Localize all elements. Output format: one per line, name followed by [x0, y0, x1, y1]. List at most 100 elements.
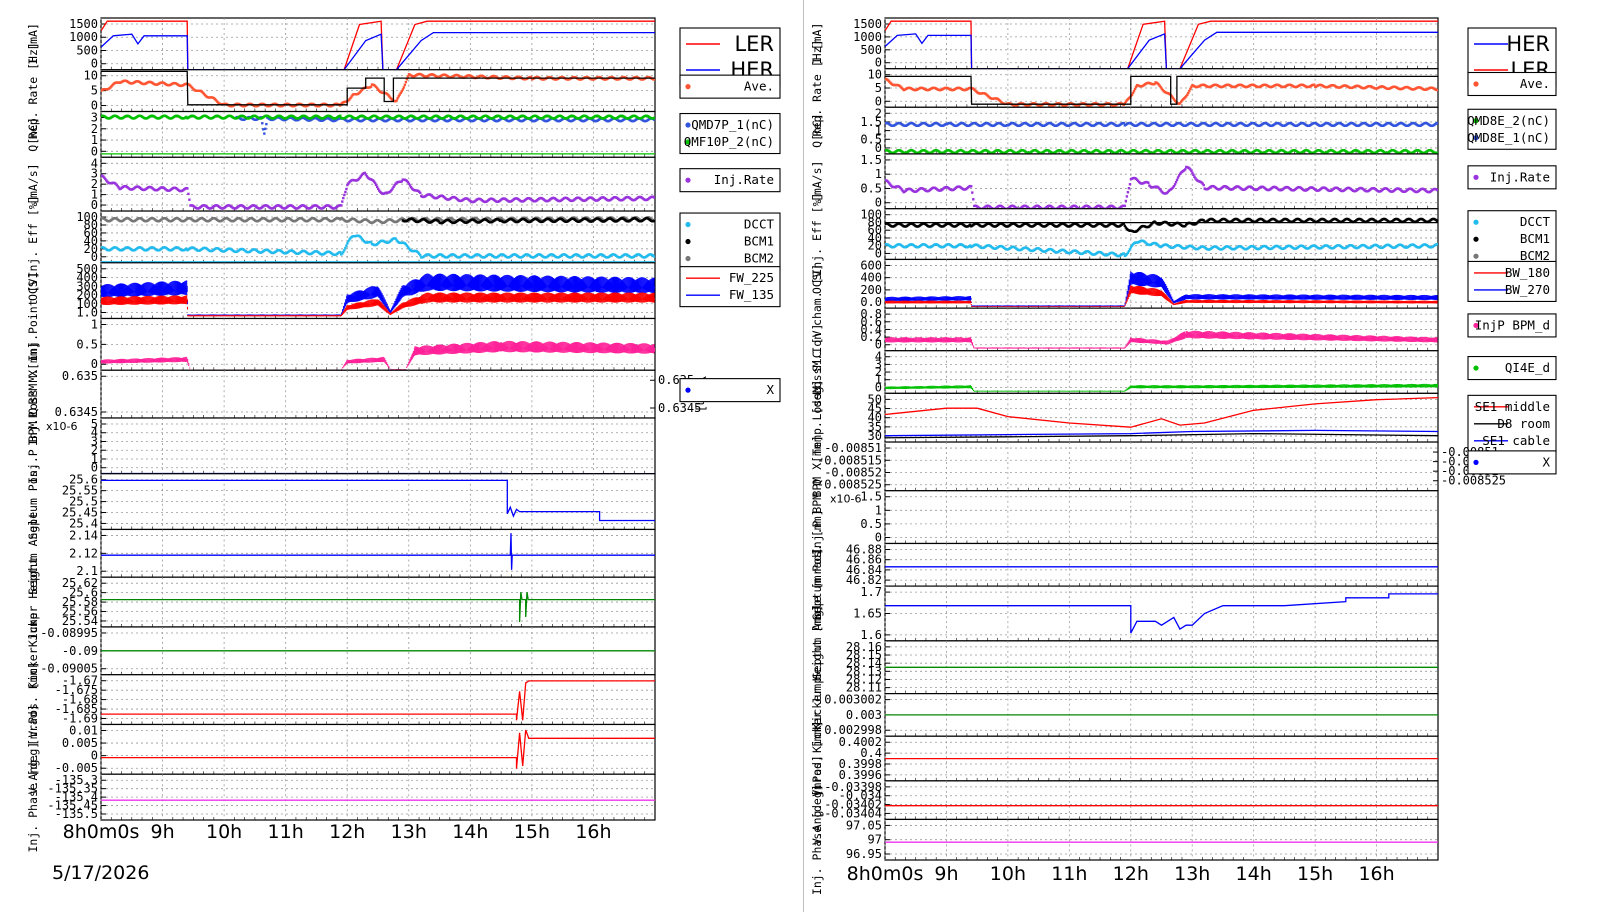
data-point: [202, 92, 205, 95]
y-tick-label: 500: [76, 43, 98, 57]
series-line: [101, 70, 655, 106]
data-point: [387, 94, 390, 97]
data-point: [369, 240, 373, 244]
legend-label: LER: [734, 32, 774, 56]
data-point: [364, 173, 368, 176]
data-point: [377, 88, 380, 91]
data-point: [339, 104, 342, 107]
data-point: [261, 122, 264, 125]
data-point: [404, 243, 408, 246]
y-tick-label: 20: [84, 242, 98, 256]
legend-box: [679, 212, 781, 271]
y-tick-label: 1.0: [76, 306, 98, 320]
y-tick-label: 1: [91, 133, 98, 147]
series-layer: [101, 114, 655, 155]
legend: Inj.Rate: [679, 168, 781, 193]
legend: DCCT BCM1 BCM2: [679, 212, 781, 271]
y-tick-label: 300: [76, 279, 98, 293]
data-point: [347, 240, 350, 243]
legend-swatch: [685, 122, 691, 128]
y-tick-label: 1000: [69, 30, 98, 44]
series-layer: [101, 70, 655, 108]
y-tick-label: 400: [76, 271, 98, 285]
legend-swatch: [685, 139, 691, 145]
data-point: [396, 97, 399, 100]
data-point: [104, 177, 107, 181]
data-point: [374, 85, 378, 89]
data-point: [417, 251, 420, 254]
legend-label: Ave.: [744, 79, 774, 94]
data-point: [389, 96, 392, 100]
y-tick-label: 2: [91, 122, 98, 136]
data-point: [342, 196, 345, 200]
data-point: [375, 185, 379, 189]
data-point: [398, 93, 401, 96]
data-point: [348, 238, 351, 241]
y-tick-label: 40: [84, 234, 98, 248]
data-point: [262, 128, 265, 131]
legend-label: QMD7P_1(nC): [691, 117, 774, 132]
data-point: [529, 75, 533, 79]
series-layer: [101, 273, 655, 317]
data-point: [419, 254, 422, 257]
data-point: [105, 179, 108, 182]
data-point: [339, 114, 342, 117]
legend-box: [679, 168, 781, 193]
data-point: [103, 176, 106, 179]
data-point: [340, 204, 343, 207]
data-point: [392, 185, 395, 189]
data-point: [652, 255, 655, 258]
data-point: [117, 186, 120, 189]
y-axis-label: Rep. Rate [Hz]: [26, 42, 40, 139]
data-point: [373, 181, 377, 185]
data-point: [265, 122, 268, 126]
y-tick-label: 80: [84, 218, 98, 232]
data-point: [186, 187, 189, 190]
data-point: [185, 115, 188, 119]
data-point: [375, 87, 379, 90]
y-tick-label: 0: [91, 198, 98, 212]
data-point: [264, 127, 267, 131]
y-tick-label: 0: [91, 144, 98, 158]
data-point: [339, 250, 342, 254]
data-point: [404, 80, 408, 84]
data-point: [187, 192, 190, 196]
data-point: [400, 90, 403, 93]
data-point: [363, 171, 367, 175]
y-tick-label: 0: [91, 250, 98, 264]
legend-swatch: [685, 84, 691, 90]
data-point: [347, 182, 350, 185]
data-point: [348, 98, 351, 101]
data-point: [342, 250, 345, 254]
data-point: [388, 95, 391, 98]
data-point: [110, 85, 113, 88]
data-point: [395, 99, 398, 102]
legend-box: [679, 112, 781, 155]
data-point: [345, 187, 348, 191]
data-point: [349, 96, 352, 100]
y-tick-label: 3: [91, 167, 98, 181]
data-point: [419, 191, 422, 195]
legend-swatch: [685, 177, 691, 183]
y-tick-label: 60: [84, 226, 98, 240]
data-point: [406, 245, 410, 249]
data-point: [359, 236, 362, 239]
data-point: [652, 78, 655, 81]
y-tick-label: 0: [91, 57, 98, 71]
legend-swatch: [685, 238, 691, 245]
data-point: [391, 187, 394, 190]
data-point: [343, 193, 346, 197]
data-point: [418, 252, 421, 256]
data-point: [344, 246, 347, 250]
series-dots: [101, 114, 655, 120]
legend-label: BCM1: [744, 234, 774, 249]
data-point: [400, 180, 403, 183]
legend-label: DCCT: [744, 217, 775, 232]
y-tick-label: 3: [91, 111, 98, 125]
y-tick-label: 200: [76, 288, 98, 302]
